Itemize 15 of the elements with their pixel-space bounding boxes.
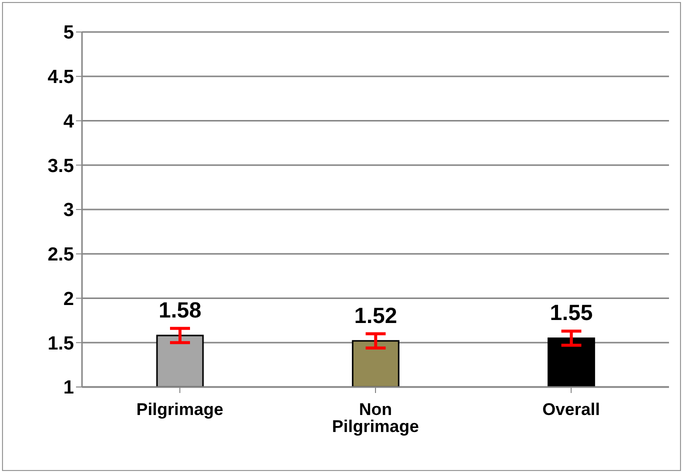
y-tick-label: 5: [63, 22, 74, 44]
data-label: 1.52: [354, 302, 398, 328]
y-tick-label: 2.5: [48, 244, 74, 266]
x-tick-label: Pilgrimage: [136, 400, 224, 420]
y-tick-label: 4.5: [48, 67, 74, 88]
x-tick-label: Overall: [542, 400, 600, 420]
data-label: 1.55: [550, 300, 593, 326]
y-tick-label: 4: [63, 111, 74, 132]
x-tick-label: Non Pilgrimage: [332, 400, 419, 436]
data-label: 1.58: [158, 298, 202, 323]
y-tick-label: 1: [63, 378, 74, 399]
y-tick-label: 3.5: [48, 156, 74, 177]
y-tick-label: 1.5: [48, 333, 74, 354]
y-tick-label: 2: [63, 288, 74, 310]
y-tick-label: 3: [63, 200, 74, 222]
